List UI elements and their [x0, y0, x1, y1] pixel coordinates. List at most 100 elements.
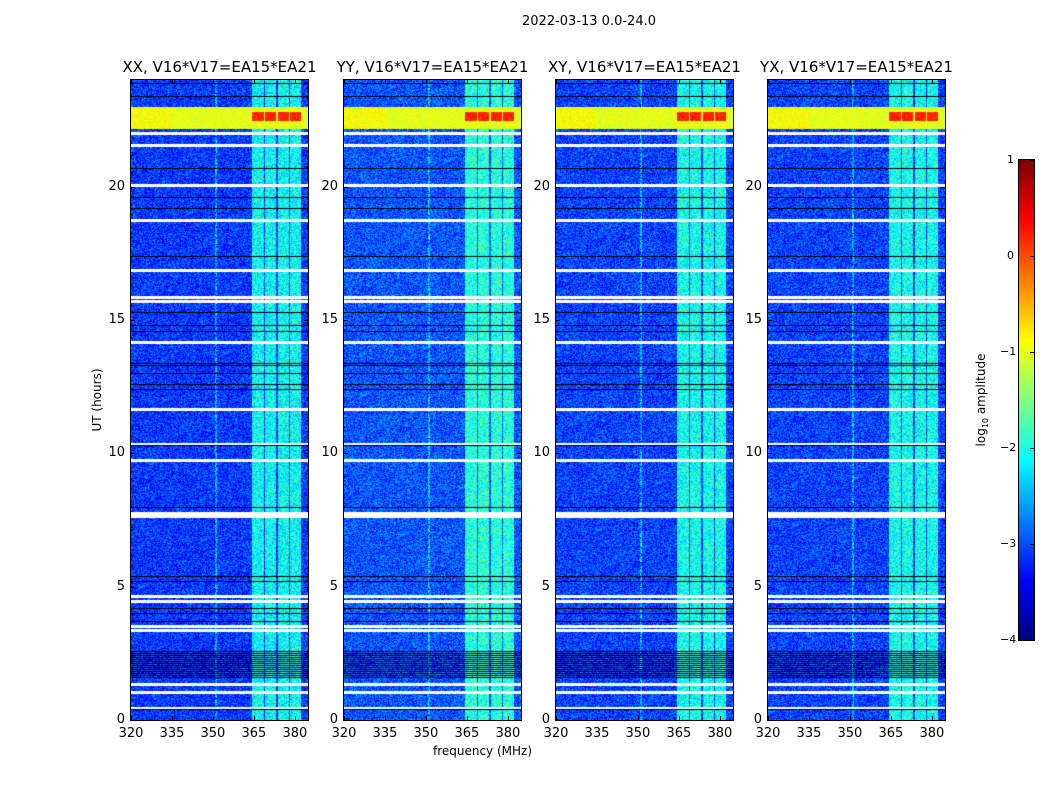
y-tick-label: 15 [745, 312, 762, 327]
panel-xy: XY, V16*V17=EA15*EA21 0 5 10 15 20 320 335 350 36… [533, 58, 740, 741]
y-tick-mark [729, 320, 733, 321]
x-tick-label: 335 [159, 726, 185, 741]
y-tick-label: 20 [533, 178, 550, 194]
y-tick-mark [344, 320, 348, 321]
colorbar-tick-mark [1030, 544, 1034, 545]
x-tick-mark [466, 80, 468, 84]
colorbar-tick-mark [1030, 448, 1034, 449]
x-tick-mark [253, 80, 255, 84]
panel-title: XX, V16*V17=EA15*EA21 [122, 58, 317, 76]
colorbar-tick-mark [1030, 160, 1034, 161]
colorbar-tick-mark [1030, 352, 1034, 353]
y-tick-mark [131, 586, 135, 588]
x-tick-mark [507, 80, 509, 84]
x-tick-label: 365 [666, 726, 692, 741]
y-tick-label: 10 [108, 445, 125, 461]
y-tick-label: 10 [745, 445, 762, 461]
x-tick-label: 350 [413, 726, 439, 741]
y-tick-mark [131, 320, 135, 321]
y-tick-mark [344, 586, 348, 588]
y-tick-mark [729, 186, 733, 188]
y-tick-mark [304, 453, 308, 455]
x-tick-mark [344, 716, 345, 720]
x-tick-label: 320 [331, 726, 357, 741]
x-tick-mark [637, 716, 639, 720]
x-tick-mark [596, 80, 598, 84]
x-tick-mark [637, 80, 639, 84]
x-tick-mark [212, 80, 214, 84]
y-tick-label: 5 [329, 578, 338, 594]
panel-title: YX, V16*V17=EA15*EA21 [760, 58, 953, 76]
y-tick-mark [768, 453, 772, 455]
y-tick-label: 0 [116, 712, 125, 727]
spectrogram-heatmap [344, 80, 521, 720]
x-tick-label: 335 [372, 726, 398, 741]
x-tick-mark [678, 80, 680, 84]
y-tick-mark [556, 720, 560, 721]
x-tick-mark [294, 80, 296, 84]
y-tick-mark [768, 586, 772, 588]
x-tick-label: 320 [118, 726, 144, 741]
y-tick-mark [131, 720, 135, 721]
y-tick-mark [768, 186, 772, 188]
y-tick-mark [556, 586, 560, 588]
x-tick-mark [171, 716, 173, 720]
panel-title: YY, V16*V17=EA15*EA21 [336, 58, 529, 76]
x-tick-label: 365 [454, 726, 480, 741]
y-axis-label: UT (hours) [90, 368, 104, 432]
y-tick-mark [131, 186, 135, 188]
y-tick-mark [304, 320, 308, 321]
y-tick-mark [729, 453, 733, 455]
y-tick-label: 15 [108, 312, 125, 327]
spectrogram-heatmap [131, 80, 308, 720]
y-tick-label: 5 [116, 578, 125, 594]
y-tick-mark [344, 720, 348, 721]
x-tick-label: 380 [919, 726, 945, 741]
x-tick-mark [808, 80, 810, 84]
x-tick-mark [849, 80, 851, 84]
x-tick-mark [556, 716, 557, 720]
panel-yx: YX, V16*V17=EA15*EA21 0 5 10 15 20 320 335 350 36… [745, 58, 952, 741]
x-tick-mark [384, 80, 386, 84]
y-tick-mark [941, 186, 945, 188]
x-tick-mark [507, 716, 509, 720]
x-tick-mark [719, 716, 721, 720]
colorbar-label: log10 amplitude [973, 353, 991, 447]
x-tick-label: 365 [241, 726, 267, 741]
y-tick-mark [304, 586, 308, 588]
y-tick-mark [768, 720, 772, 721]
x-tick-mark [294, 716, 296, 720]
x-tick-mark [890, 716, 892, 720]
x-tick-mark [384, 716, 386, 720]
y-tick-mark [729, 720, 733, 721]
colorbar-tick-label: 1 [1007, 153, 1014, 166]
colorbar-tick-label: −3 [1000, 537, 1017, 550]
x-tick-mark [596, 716, 598, 720]
x-tick-mark [253, 716, 255, 720]
x-tick-label: 365 [878, 726, 904, 741]
y-tick-label: 15 [533, 312, 550, 327]
y-tick-mark [131, 453, 135, 455]
x-tick-mark [466, 716, 468, 720]
x-tick-mark [890, 80, 892, 84]
y-tick-label: 5 [541, 578, 550, 594]
colorbar-tick-mark [1030, 256, 1034, 257]
colorbar-tick-mark [1030, 640, 1034, 641]
x-tick-mark [808, 716, 810, 720]
y-tick-mark [304, 720, 308, 721]
x-tick-label: 320 [755, 726, 781, 741]
x-tick-mark [556, 80, 557, 84]
colorbar-tick-label: −2 [1000, 441, 1017, 454]
x-tick-mark [768, 716, 769, 720]
x-tick-label: 350 [200, 726, 226, 741]
y-tick-label: 20 [745, 178, 762, 194]
x-axis-label: frequency (MHz) [432, 744, 533, 758]
y-tick-label: 10 [533, 445, 550, 461]
colorbar-tick-label: 0 [1007, 249, 1014, 262]
x-tick-label: 320 [543, 726, 569, 741]
x-tick-mark [131, 716, 132, 720]
y-tick-mark [556, 320, 560, 321]
y-tick-mark [517, 586, 521, 588]
x-tick-mark [171, 80, 173, 84]
y-tick-mark [344, 186, 348, 188]
